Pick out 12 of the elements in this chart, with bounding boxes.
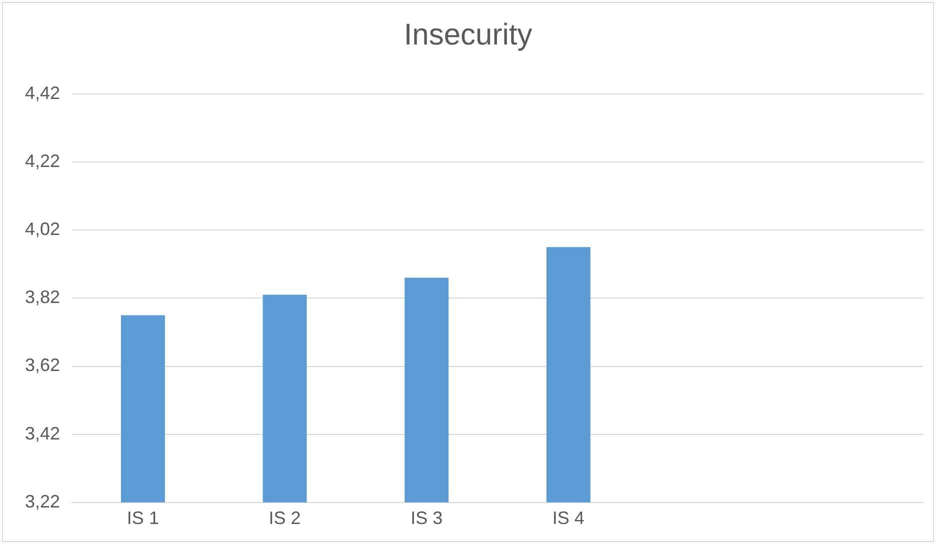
y-tick-label: 3,82	[24, 287, 60, 308]
y-tick-label: 3,62	[24, 355, 60, 376]
chart-title: Insecurity	[404, 18, 532, 52]
x-tick-label: IS 2	[268, 508, 301, 528]
x-tick-label: IS 3	[410, 508, 443, 528]
x-tick-label: IS 1	[126, 508, 159, 528]
y-tick-label: 4,22	[24, 151, 60, 172]
y-tick-label: 4,42	[24, 82, 60, 103]
y-tick-label: 3,22	[24, 491, 60, 512]
y-tick-label: 3,42	[24, 423, 60, 444]
y-tick-label: 4,02	[24, 219, 60, 240]
x-tick-label: IS 4	[552, 508, 584, 528]
